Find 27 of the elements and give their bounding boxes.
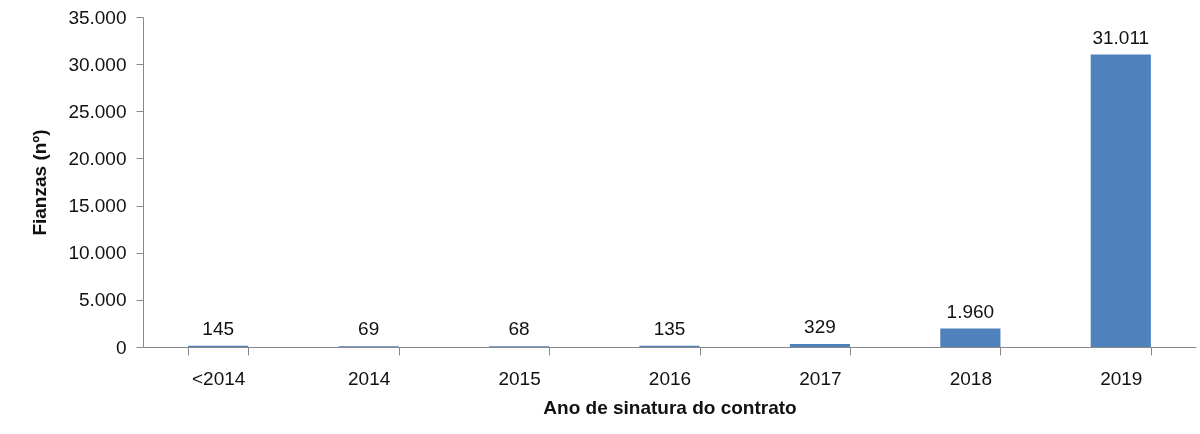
y-tick-label: 0 xyxy=(115,336,127,358)
y-tick-label: 30.000 xyxy=(68,53,127,75)
data-label: 31.011 xyxy=(1092,26,1150,48)
y-axis-title: Fianzas (nº) xyxy=(29,129,51,236)
x-tick-label: 2018 xyxy=(949,367,992,389)
data-label: 1.960 xyxy=(946,300,995,322)
data-label: 145 xyxy=(202,317,235,339)
data-label: 69 xyxy=(358,318,380,340)
y-tick-label: 25.000 xyxy=(68,100,127,122)
y-tick-label: 20.000 xyxy=(68,147,127,169)
data-label: 68 xyxy=(508,318,530,340)
x-tick-label: 2016 xyxy=(648,367,692,389)
x-tick-label: 2017 xyxy=(799,367,842,389)
bar xyxy=(789,343,851,347)
y-tick-label: 5.000 xyxy=(78,289,127,311)
x-tick-label: 2019 xyxy=(1100,367,1143,389)
bar xyxy=(1090,54,1151,347)
y-tick-label: 10.000 xyxy=(68,242,127,264)
x-axis-title: Ano de sinatura do contrato xyxy=(543,396,797,418)
x-tick-label: <2014 xyxy=(192,367,246,389)
data-label: 329 xyxy=(804,315,836,337)
y-tick-label: 15.000 xyxy=(68,195,127,217)
bar xyxy=(940,328,1001,347)
data-label: 135 xyxy=(653,317,686,339)
x-tick-label: 2015 xyxy=(498,367,541,389)
x-tick-label: 2014 xyxy=(348,367,391,389)
y-tick-label: 35.000 xyxy=(68,6,127,28)
